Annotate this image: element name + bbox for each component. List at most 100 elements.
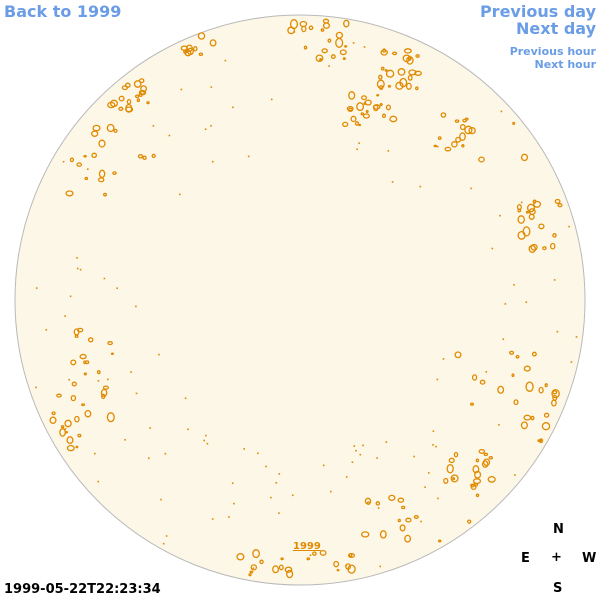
previous-day-link[interactable]: Previous day — [479, 2, 596, 21]
contour-loop — [103, 192, 107, 197]
contour-dot — [525, 301, 528, 303]
contour-loop — [327, 38, 332, 43]
contour-loop — [112, 171, 117, 175]
next-day-link[interactable]: Next day — [516, 19, 596, 38]
contour-loop — [347, 564, 356, 574]
contour-dot — [436, 378, 439, 381]
contour-loop — [516, 203, 522, 211]
year-link[interactable]: 1999 — [293, 541, 321, 552]
contour-loop — [125, 106, 134, 113]
contour-dot — [152, 125, 155, 127]
contour-loop — [91, 152, 98, 159]
contour-dot — [359, 453, 362, 456]
contour-loop — [464, 125, 473, 135]
contour-dot — [345, 564, 347, 567]
contour-loop — [136, 98, 141, 103]
contour-dot — [162, 542, 165, 545]
contour-loop — [110, 352, 114, 356]
contour-dot — [351, 461, 354, 463]
contour-loop — [440, 112, 447, 118]
contour-loop — [528, 213, 535, 220]
contour-loop — [65, 431, 69, 434]
contour-loop — [259, 559, 264, 565]
contour-loop — [376, 79, 385, 89]
next-hour-link[interactable]: Next hour — [534, 58, 597, 71]
contour-loop — [452, 476, 456, 481]
contour-loop — [407, 74, 413, 81]
contour-dot — [322, 464, 325, 467]
contour-loop — [528, 244, 537, 253]
contour-loop — [453, 451, 459, 458]
contour-loop — [106, 412, 115, 423]
contour-loop — [497, 385, 505, 394]
contour-loop — [193, 46, 198, 52]
contour-dot — [485, 371, 488, 373]
contour-loop — [330, 54, 336, 60]
contour-dot — [352, 42, 355, 44]
contour-loop — [403, 48, 412, 54]
contour-dot — [210, 86, 213, 88]
contour-dot — [500, 110, 503, 113]
contour-loop — [98, 169, 106, 179]
back-to-year-link[interactable]: Back to 1999 — [4, 2, 122, 21]
contour-dot — [275, 482, 278, 484]
contour-dot — [135, 305, 137, 308]
contour-loop — [525, 381, 534, 392]
contour-loop — [134, 94, 140, 99]
contour-dot — [135, 392, 138, 395]
contour-loop — [470, 402, 474, 406]
contour-loop — [544, 383, 548, 388]
contour-loop — [96, 370, 101, 375]
contour-loop — [248, 573, 252, 577]
contour-loop — [84, 176, 89, 181]
contour-loop — [51, 411, 56, 416]
contour-loop — [433, 144, 438, 148]
contour-loop — [284, 566, 293, 573]
contour-dot — [278, 473, 281, 475]
contour-dot — [76, 257, 78, 259]
contour-dot — [211, 518, 214, 520]
contour-loop — [362, 113, 370, 119]
contour-loop — [549, 242, 556, 250]
contour-dot — [270, 98, 273, 101]
contour-loop — [415, 54, 420, 58]
contour-loop — [454, 119, 460, 123]
contour-loop — [71, 381, 77, 387]
contour-dot — [212, 160, 214, 163]
contour-dot — [257, 452, 259, 455]
contour-loop — [138, 92, 143, 97]
contour-dot — [243, 448, 245, 450]
contour-loop — [437, 136, 442, 140]
contour-dot — [103, 277, 106, 280]
contour-loop — [74, 415, 80, 423]
contour-dot — [233, 502, 235, 505]
contour-dot — [64, 315, 66, 317]
contour-dot — [345, 476, 348, 478]
contour-loop — [454, 351, 462, 359]
contour-dot — [187, 428, 189, 431]
contour-loop — [321, 48, 328, 54]
contour-dot — [164, 452, 167, 455]
contour-loop — [517, 215, 525, 224]
contour-loop — [462, 118, 467, 123]
contour-loop — [121, 85, 129, 91]
contour-dot — [97, 380, 100, 382]
contour-dot — [568, 225, 570, 228]
contour-dot — [556, 330, 559, 333]
contour-loop — [376, 93, 380, 97]
contour-loop — [322, 22, 331, 29]
contour-loop — [346, 106, 354, 112]
contour-loop — [66, 444, 75, 452]
previous-hour-link[interactable]: Previous hour — [509, 45, 596, 58]
contour-loop — [379, 530, 387, 539]
contour-loop — [142, 155, 147, 161]
contour-dot — [292, 494, 294, 497]
contour-loop — [303, 45, 308, 50]
contour-loop — [138, 78, 145, 84]
contour-loop — [531, 351, 537, 357]
contour-loop — [552, 394, 558, 401]
contour-loop — [459, 132, 466, 141]
contour-loop — [356, 102, 365, 112]
contour-loop — [509, 350, 515, 355]
